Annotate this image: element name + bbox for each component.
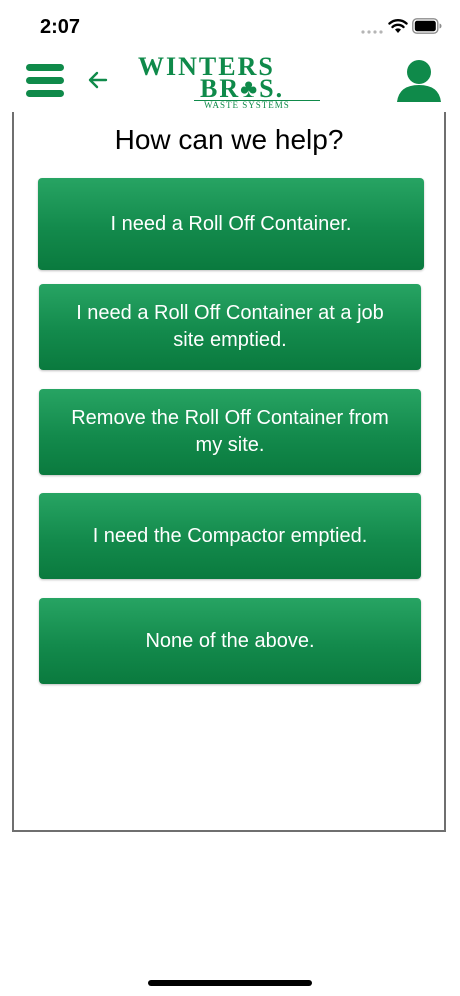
help-options-card: How can we help? I need a Roll Off Conta… [12, 112, 446, 832]
app-header: WINTERS BR♣S. WASTE SYSTEMS [0, 52, 460, 114]
wifi-icon [388, 19, 408, 33]
user-profile-icon[interactable] [396, 58, 442, 104]
logo-subtitle: WASTE SYSTEMS [204, 100, 290, 110]
winters-bros-logo: WINTERS BR♣S. WASTE SYSTEMS [134, 54, 326, 112]
hamburger-menu-icon[interactable] [26, 64, 64, 98]
empty-compactor-button[interactable]: I need the Compactor emptied. [39, 493, 421, 579]
page-title: How can we help? [114, 124, 344, 155]
roll-off-container-button[interactable]: I need a Roll Off Container. [38, 178, 424, 270]
battery-icon [412, 18, 442, 34]
empty-job-site-container-button[interactable]: I need a Roll Off Container at a job sit… [39, 284, 421, 370]
none-of-the-above-button[interactable]: None of the above. [39, 598, 421, 684]
status-time: 2:07 [40, 16, 81, 38]
logo-line-1: WINTERS [138, 52, 275, 81]
home-indicator[interactable] [148, 980, 312, 986]
status-bar: 2:07 [0, 0, 460, 52]
back-arrow-icon[interactable] [86, 68, 110, 92]
logo-divider [194, 100, 320, 101]
remove-container-button[interactable]: Remove the Roll Off Container from my si… [39, 389, 421, 475]
logo-line-2: BR♣S. [200, 74, 285, 103]
signal-dots-icon [361, 30, 383, 34]
